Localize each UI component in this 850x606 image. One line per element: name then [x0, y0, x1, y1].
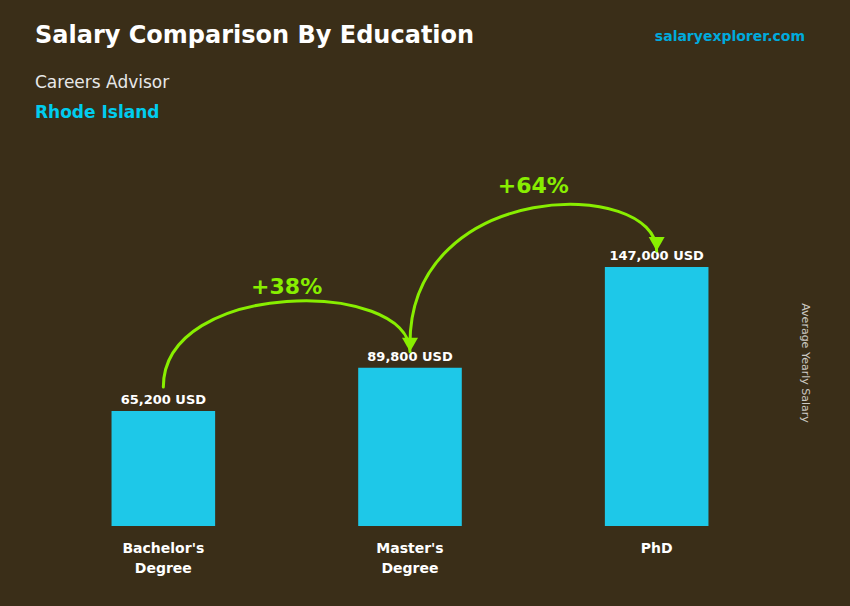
- svg-text:Salary Comparison By Education: Salary Comparison By Education: [35, 21, 474, 49]
- svg-text:+64%: +64%: [498, 173, 569, 198]
- svg-text:147,000 USD: 147,000 USD: [609, 248, 704, 263]
- svg-text:Average Yearly Salary: Average Yearly Salary: [799, 303, 812, 423]
- svg-text:Degree: Degree: [381, 560, 438, 576]
- svg-text:65,200 USD: 65,200 USD: [121, 392, 207, 407]
- svg-text:Rhode Island: Rhode Island: [35, 102, 160, 122]
- svg-text:Bachelor's: Bachelor's: [122, 540, 204, 556]
- svg-text:89,800 USD: 89,800 USD: [367, 348, 453, 364]
- svg-text:Master's: Master's: [376, 540, 443, 556]
- svg-text:Careers Advisor: Careers Advisor: [35, 72, 169, 92]
- svg-text:salaryexplorer.com: salaryexplorer.com: [655, 28, 805, 44]
- svg-text:+38%: +38%: [251, 274, 322, 299]
- svg-text:Degree: Degree: [135, 560, 192, 576]
- svg-text:PhD: PhD: [641, 540, 673, 556]
